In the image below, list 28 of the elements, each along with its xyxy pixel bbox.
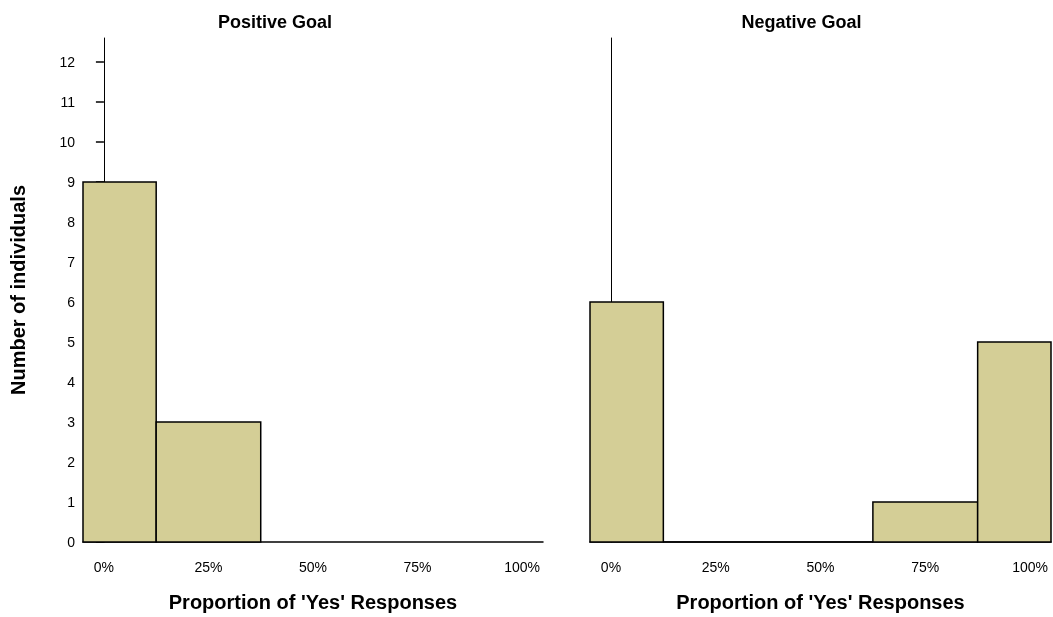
y-tick-label: 11 bbox=[60, 94, 76, 110]
x-tick-label: 25% bbox=[194, 559, 223, 575]
y-tick-label: 10 bbox=[59, 134, 76, 150]
y-tick-label: 12 bbox=[59, 54, 76, 70]
y-tick-label: 1 bbox=[67, 494, 76, 510]
chart-title: Positive Goal bbox=[217, 12, 333, 32]
x-tick-label: 50% bbox=[806, 559, 835, 575]
y-tick-label: 9 bbox=[67, 174, 76, 190]
y-tick-label: 8 bbox=[67, 214, 76, 230]
y-tick-label: 2 bbox=[67, 454, 76, 470]
x-axis-title: Proportion of 'Yes' Responses bbox=[168, 591, 458, 613]
x-tick-label: 0% bbox=[600, 559, 622, 575]
y-tick-label: 3 bbox=[67, 414, 76, 430]
y-tick-label: 7 bbox=[67, 254, 76, 270]
y-tick-label: 0 bbox=[67, 534, 76, 550]
x-axis-title: Proportion of 'Yes' Responses bbox=[676, 591, 965, 613]
chart-title: Negative Goal bbox=[741, 12, 862, 32]
x-tick-label: 100% bbox=[1012, 559, 1048, 575]
x-tick-label: 0% bbox=[93, 559, 115, 575]
y-tick-label: 6 bbox=[67, 294, 76, 310]
x-tick-label: 75% bbox=[403, 559, 432, 575]
x-tick-label: 100% bbox=[504, 559, 540, 575]
y-tick-label: 5 bbox=[67, 334, 76, 350]
y-tick-label: 4 bbox=[67, 374, 76, 390]
x-tick-label: 50% bbox=[298, 559, 328, 575]
x-tick-label: 75% bbox=[911, 559, 940, 575]
x-tick-label: 25% bbox=[701, 559, 730, 575]
y-axis-title: Number of individuals bbox=[7, 184, 29, 396]
